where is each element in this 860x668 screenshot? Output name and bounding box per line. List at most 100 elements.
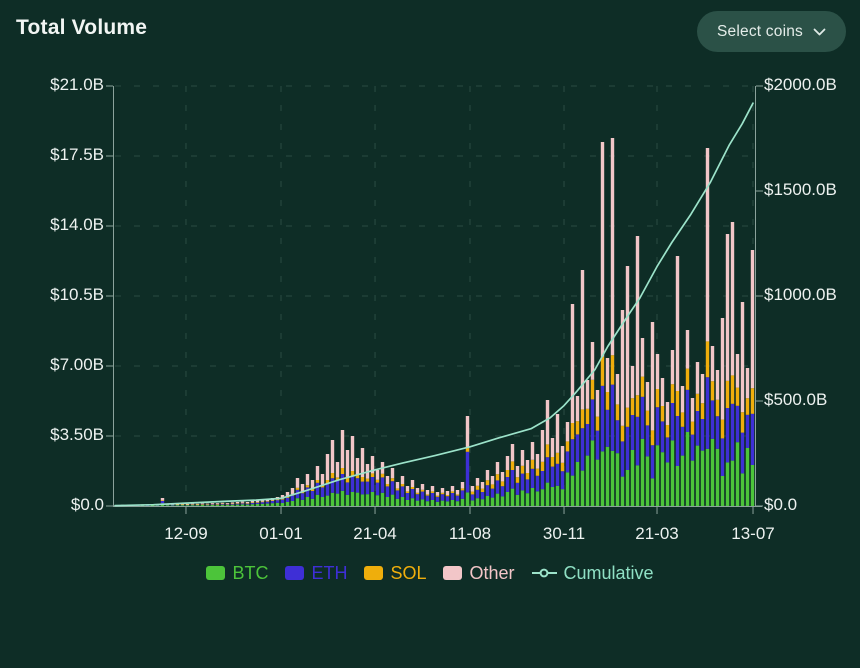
bar-sol bbox=[450, 491, 455, 493]
bar-sol bbox=[745, 398, 750, 415]
bar-other bbox=[225, 503, 230, 504]
bar-other bbox=[600, 142, 605, 357]
bar-other bbox=[240, 501, 245, 503]
bar-btc bbox=[610, 450, 615, 506]
bar-sol bbox=[590, 379, 595, 400]
bar-other bbox=[560, 446, 565, 463]
bar-other bbox=[635, 236, 640, 396]
bar-eth bbox=[500, 486, 505, 497]
bar-btc bbox=[735, 442, 740, 506]
bar-other bbox=[675, 256, 680, 391]
bar-other bbox=[700, 374, 705, 404]
cumulative-line bbox=[114, 102, 754, 507]
bar-other bbox=[410, 480, 415, 487]
bar-btc bbox=[700, 450, 705, 506]
bar-btc bbox=[205, 505, 210, 506]
bar-other bbox=[335, 462, 340, 478]
bar-btc bbox=[365, 494, 370, 506]
bar-eth bbox=[245, 503, 250, 505]
bar-eth bbox=[460, 490, 465, 499]
x-axis-label: 01-01 bbox=[259, 524, 303, 543]
legend-label-cumulative: Cumulative bbox=[563, 562, 654, 583]
bar-sol bbox=[200, 504, 205, 505]
bar-btc bbox=[245, 504, 250, 506]
bar-other bbox=[545, 400, 550, 445]
bar-eth bbox=[635, 416, 640, 466]
legend-swatch-eth bbox=[285, 566, 305, 580]
bar-sol bbox=[660, 406, 665, 422]
y-axis-label-left: $14.0B bbox=[50, 215, 104, 234]
legend-item-btc[interactable]: BTC bbox=[206, 563, 268, 584]
bar-sol bbox=[455, 494, 460, 496]
bar-eth bbox=[355, 478, 360, 493]
bar-other bbox=[620, 310, 625, 426]
bar-other bbox=[420, 484, 425, 490]
bar-other bbox=[160, 498, 165, 501]
bar-sol bbox=[330, 473, 335, 479]
bar-eth bbox=[435, 496, 440, 502]
bar-other bbox=[720, 318, 725, 420]
bar-other bbox=[260, 500, 265, 502]
bar-sol bbox=[320, 485, 325, 488]
bar-eth bbox=[365, 481, 370, 495]
bar-btc bbox=[625, 470, 630, 506]
bar-btc bbox=[470, 500, 475, 506]
bar-btc bbox=[605, 446, 610, 506]
bar-btc bbox=[540, 489, 545, 506]
bar-other bbox=[640, 338, 645, 377]
bar-eth bbox=[640, 396, 645, 439]
bar-eth bbox=[660, 421, 665, 453]
bar-sol bbox=[295, 487, 300, 490]
bar-other bbox=[525, 460, 530, 473]
bar-btc bbox=[220, 504, 225, 506]
bar-other bbox=[580, 270, 585, 410]
x-axis-label: 21-04 bbox=[353, 524, 397, 543]
bar-btc bbox=[260, 503, 265, 506]
bar-btc bbox=[275, 502, 280, 506]
bar-other bbox=[195, 503, 200, 505]
bar-sol bbox=[390, 478, 395, 482]
legend-item-other[interactable]: Other bbox=[443, 563, 515, 584]
bar-other bbox=[585, 380, 590, 409]
bar-eth bbox=[735, 405, 740, 443]
bar-eth bbox=[685, 389, 690, 432]
bar-eth bbox=[225, 504, 230, 505]
bar-sol bbox=[465, 447, 470, 452]
bar-btc bbox=[240, 504, 245, 506]
bar-other bbox=[535, 454, 540, 469]
bar-eth bbox=[310, 491, 315, 499]
bar-eth bbox=[285, 497, 290, 502]
bar-sol bbox=[435, 495, 440, 497]
legend-item-cumulative[interactable]: Cumulative bbox=[531, 562, 654, 584]
select-coins-label: Select coins bbox=[717, 22, 803, 40]
bar-sol bbox=[470, 491, 475, 495]
legend-item-eth[interactable]: ETH bbox=[285, 563, 347, 584]
bar-other bbox=[485, 470, 490, 481]
bar-btc bbox=[660, 452, 665, 506]
select-coins-button[interactable]: Select coins bbox=[697, 11, 846, 52]
bar-eth bbox=[395, 490, 400, 499]
bar-btc bbox=[740, 473, 745, 506]
bar-other bbox=[295, 478, 300, 488]
bar-btc bbox=[550, 487, 555, 506]
bar-other bbox=[370, 456, 375, 474]
bar-eth bbox=[230, 503, 235, 505]
bar-btc bbox=[305, 497, 310, 506]
bar-btc bbox=[480, 499, 485, 506]
bar-btc bbox=[225, 505, 230, 506]
bar-other bbox=[285, 492, 290, 497]
legend-item-sol[interactable]: SOL bbox=[364, 563, 426, 584]
bar-btc bbox=[545, 482, 550, 506]
bar-btc bbox=[690, 460, 695, 506]
bar-other bbox=[230, 502, 235, 504]
bar-other bbox=[610, 138, 615, 356]
bar-eth bbox=[625, 426, 630, 470]
bar-other bbox=[315, 466, 320, 480]
legend-label-sol: SOL bbox=[390, 562, 427, 583]
bar-eth bbox=[340, 474, 345, 491]
bar-eth bbox=[745, 414, 750, 448]
bar-other bbox=[530, 442, 535, 460]
chart-canvas bbox=[106, 85, 763, 514]
bar-other bbox=[645, 382, 650, 411]
